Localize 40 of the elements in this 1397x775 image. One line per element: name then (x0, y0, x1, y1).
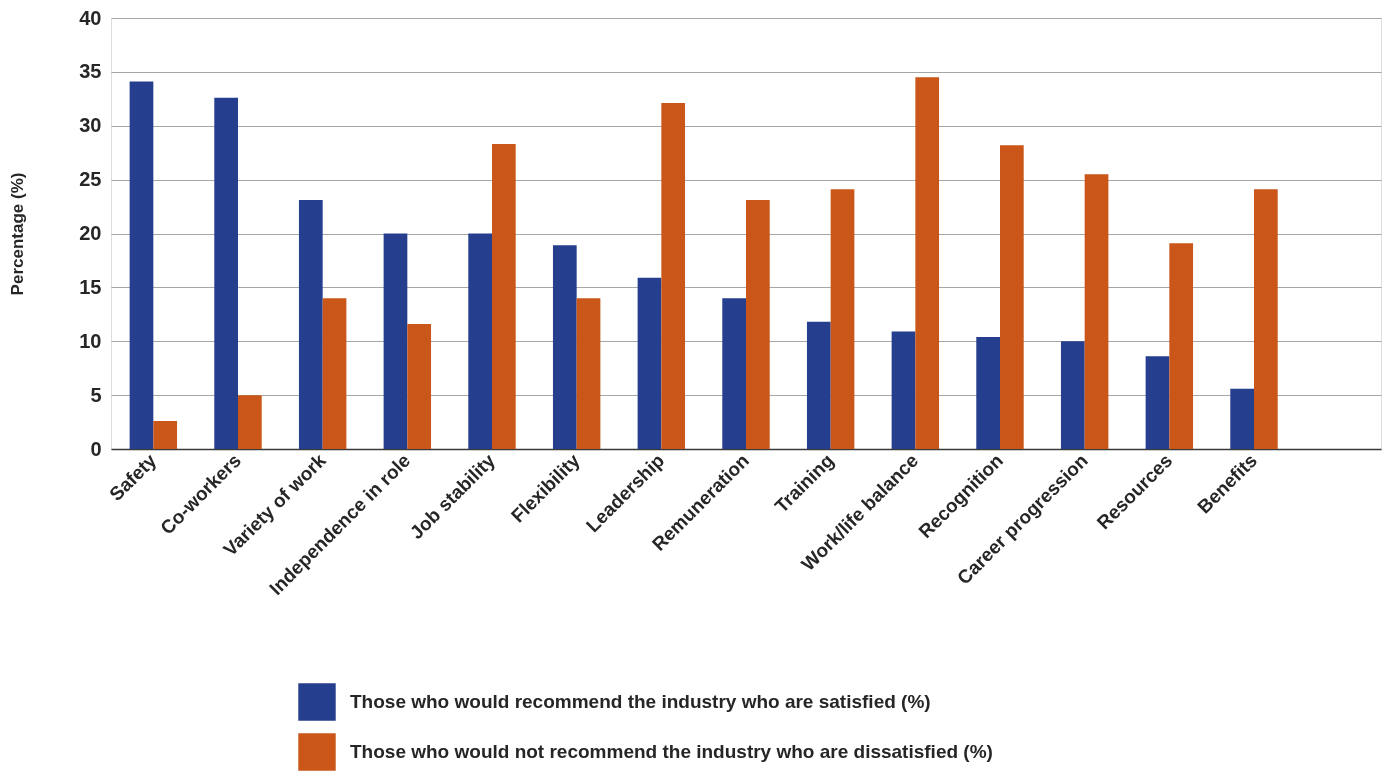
bar (637, 277, 662, 449)
y-tick-label: 25 (79, 168, 102, 191)
y-tick-label: 5 (90, 383, 102, 406)
y-tick-label: 15 (79, 275, 102, 298)
bar (891, 331, 916, 449)
bar (238, 395, 262, 449)
bar (1169, 243, 1194, 449)
y-tick-label: 30 (79, 114, 102, 137)
y-tick-label: 20 (79, 222, 102, 244)
bar (468, 233, 492, 449)
bar (746, 200, 770, 449)
bar (806, 321, 831, 449)
bar (1145, 356, 1170, 449)
bar (976, 336, 1000, 449)
bar (492, 144, 516, 449)
bar (1230, 388, 1254, 449)
bar (383, 233, 408, 449)
bar (298, 200, 323, 449)
bar (407, 324, 432, 449)
bar (552, 245, 577, 449)
bar (661, 103, 686, 449)
bar (1084, 174, 1109, 449)
y-tick-label: 40 (79, 6, 102, 29)
bar (1060, 341, 1085, 449)
bar (1254, 189, 1278, 449)
bar (915, 77, 940, 449)
bar (576, 298, 601, 449)
bar (1000, 145, 1024, 449)
y-tick-label: 0 (90, 437, 102, 460)
bar (129, 81, 154, 449)
bar (322, 298, 347, 449)
legend-label: Those who would not recommend the industry who are dissatisfied (%) (350, 741, 993, 762)
bar (214, 97, 238, 449)
bar (722, 298, 746, 449)
bar (830, 189, 855, 449)
bar (153, 420, 178, 449)
legend-label: Those who would recommend the industry who are satisfied (%) (350, 691, 931, 712)
y-tick-label: 10 (79, 329, 102, 352)
y-axis-title: Percentage (%) (8, 172, 28, 296)
y-tick-label: 35 (79, 60, 102, 83)
